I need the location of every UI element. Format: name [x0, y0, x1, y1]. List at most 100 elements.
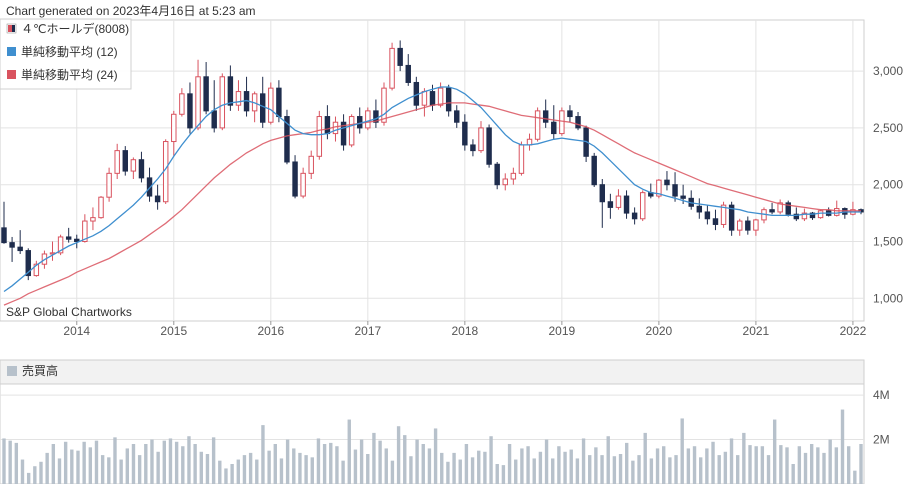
candle-body [478, 127, 484, 152]
candle-body [502, 178, 508, 186]
candle-body [801, 212, 808, 220]
volume-bar [174, 441, 179, 484]
legend-item-sma-24[interactable]: 単純移動平均 (24) [7, 68, 118, 82]
volume-bar [88, 447, 93, 484]
candle-body [720, 204, 727, 225]
candle-down [397, 40, 403, 72]
candle-down [9, 236, 15, 262]
volume-bar [8, 440, 12, 484]
candle-up [308, 150, 314, 180]
price-y-tick-label: 1,500 [873, 234, 903, 248]
legend-item-price[interactable]: ４℃ホールデ(8008) [6, 21, 129, 36]
volume-bar [94, 440, 99, 484]
volume-bar [205, 454, 210, 484]
candle-body [607, 201, 614, 208]
volume-bar [20, 459, 25, 484]
volume-bar [803, 452, 808, 484]
candle-up [33, 260, 40, 277]
volume-bar [137, 455, 142, 484]
volume-bar [119, 459, 123, 484]
volume-bar [378, 440, 382, 484]
volume-bar [390, 460, 395, 484]
candle-body [300, 172, 306, 197]
volume-bar [575, 458, 580, 484]
volume-bar [421, 444, 425, 484]
volume-bar [514, 459, 518, 484]
volume-gridlines [0, 394, 864, 441]
x-tick-label: 2020 [646, 324, 673, 338]
volume-bar [82, 441, 86, 484]
volume-bar [359, 439, 364, 484]
volume-bar [618, 454, 623, 484]
candle-up [720, 201, 727, 228]
candle-up [534, 107, 541, 142]
legend-box[interactable]: ４℃ホールデ(8008) 単純移動平均 (12) 単純移動平均 (24) [0, 18, 132, 90]
volume-bar [581, 438, 586, 484]
volume-bar [433, 428, 438, 484]
candle-down [623, 190, 630, 219]
candle-body [696, 205, 703, 213]
volume-bar [193, 444, 197, 484]
candle-down [1, 201, 7, 244]
volume-bar [735, 455, 740, 484]
candle-down [728, 201, 735, 236]
x-axis: 2014201520162017201820192020202120222023 [63, 321, 867, 338]
candle-up [737, 218, 743, 236]
volume-bar [224, 468, 228, 484]
candle-down [445, 84, 452, 117]
candle-body [834, 208, 840, 216]
volume-bar [150, 439, 154, 484]
candle-body [575, 116, 581, 129]
volume-bar [322, 444, 327, 484]
volume-bar [600, 455, 604, 484]
candle-down [704, 205, 711, 225]
volume-bar [846, 446, 851, 484]
legend-background [0, 18, 132, 90]
x-tick-label: 2016 [257, 324, 284, 338]
volume-bar [14, 442, 19, 484]
candle-body [65, 236, 72, 240]
volume-bar [181, 446, 185, 484]
volume-bar [711, 441, 715, 484]
candle-up [57, 234, 64, 256]
volume-bar [125, 448, 130, 484]
price-gridlines [0, 20, 864, 321]
candle-body [373, 110, 379, 123]
square-swatch-icon [7, 47, 16, 56]
candle-down [769, 202, 775, 215]
volume-bar [785, 447, 789, 484]
legend-label-sma-12: 単純移動平均 (12) [21, 45, 118, 59]
candle-up [179, 88, 185, 117]
candle-down [203, 62, 209, 115]
candle-up [753, 218, 759, 236]
x-tick-label: 2022 [840, 324, 867, 338]
candle-body [615, 195, 622, 208]
volume-bar [816, 447, 820, 484]
candle-body [187, 93, 193, 129]
volume-bar [372, 432, 376, 484]
volume-bar [230, 464, 234, 484]
chart-generated-timestamp: Chart generated on 2023年4月16日 at 5:23 am [6, 4, 256, 18]
candle-body [268, 87, 274, 123]
volume-bar [248, 452, 253, 484]
volume-bar [507, 444, 512, 484]
candle-up [195, 59, 201, 131]
candle-body [9, 242, 15, 248]
candle-body [639, 192, 646, 220]
volume-bar [39, 461, 43, 484]
volume-bar [70, 449, 74, 484]
volume-bar [335, 446, 339, 484]
candle-body [567, 110, 573, 118]
volume-bar [779, 445, 783, 484]
candle-up [510, 167, 517, 185]
volume-bar [107, 457, 111, 484]
volume-bar [489, 436, 493, 484]
legend-item-sma-12[interactable]: 単純移動平均 (12) [7, 45, 118, 59]
price-y-tick-label: 1,000 [873, 291, 903, 305]
volume-bar [415, 439, 419, 484]
candle-down [567, 105, 573, 123]
candle-body [106, 172, 112, 198]
volume-header-bar [0, 359, 865, 385]
candle-up [98, 196, 104, 219]
